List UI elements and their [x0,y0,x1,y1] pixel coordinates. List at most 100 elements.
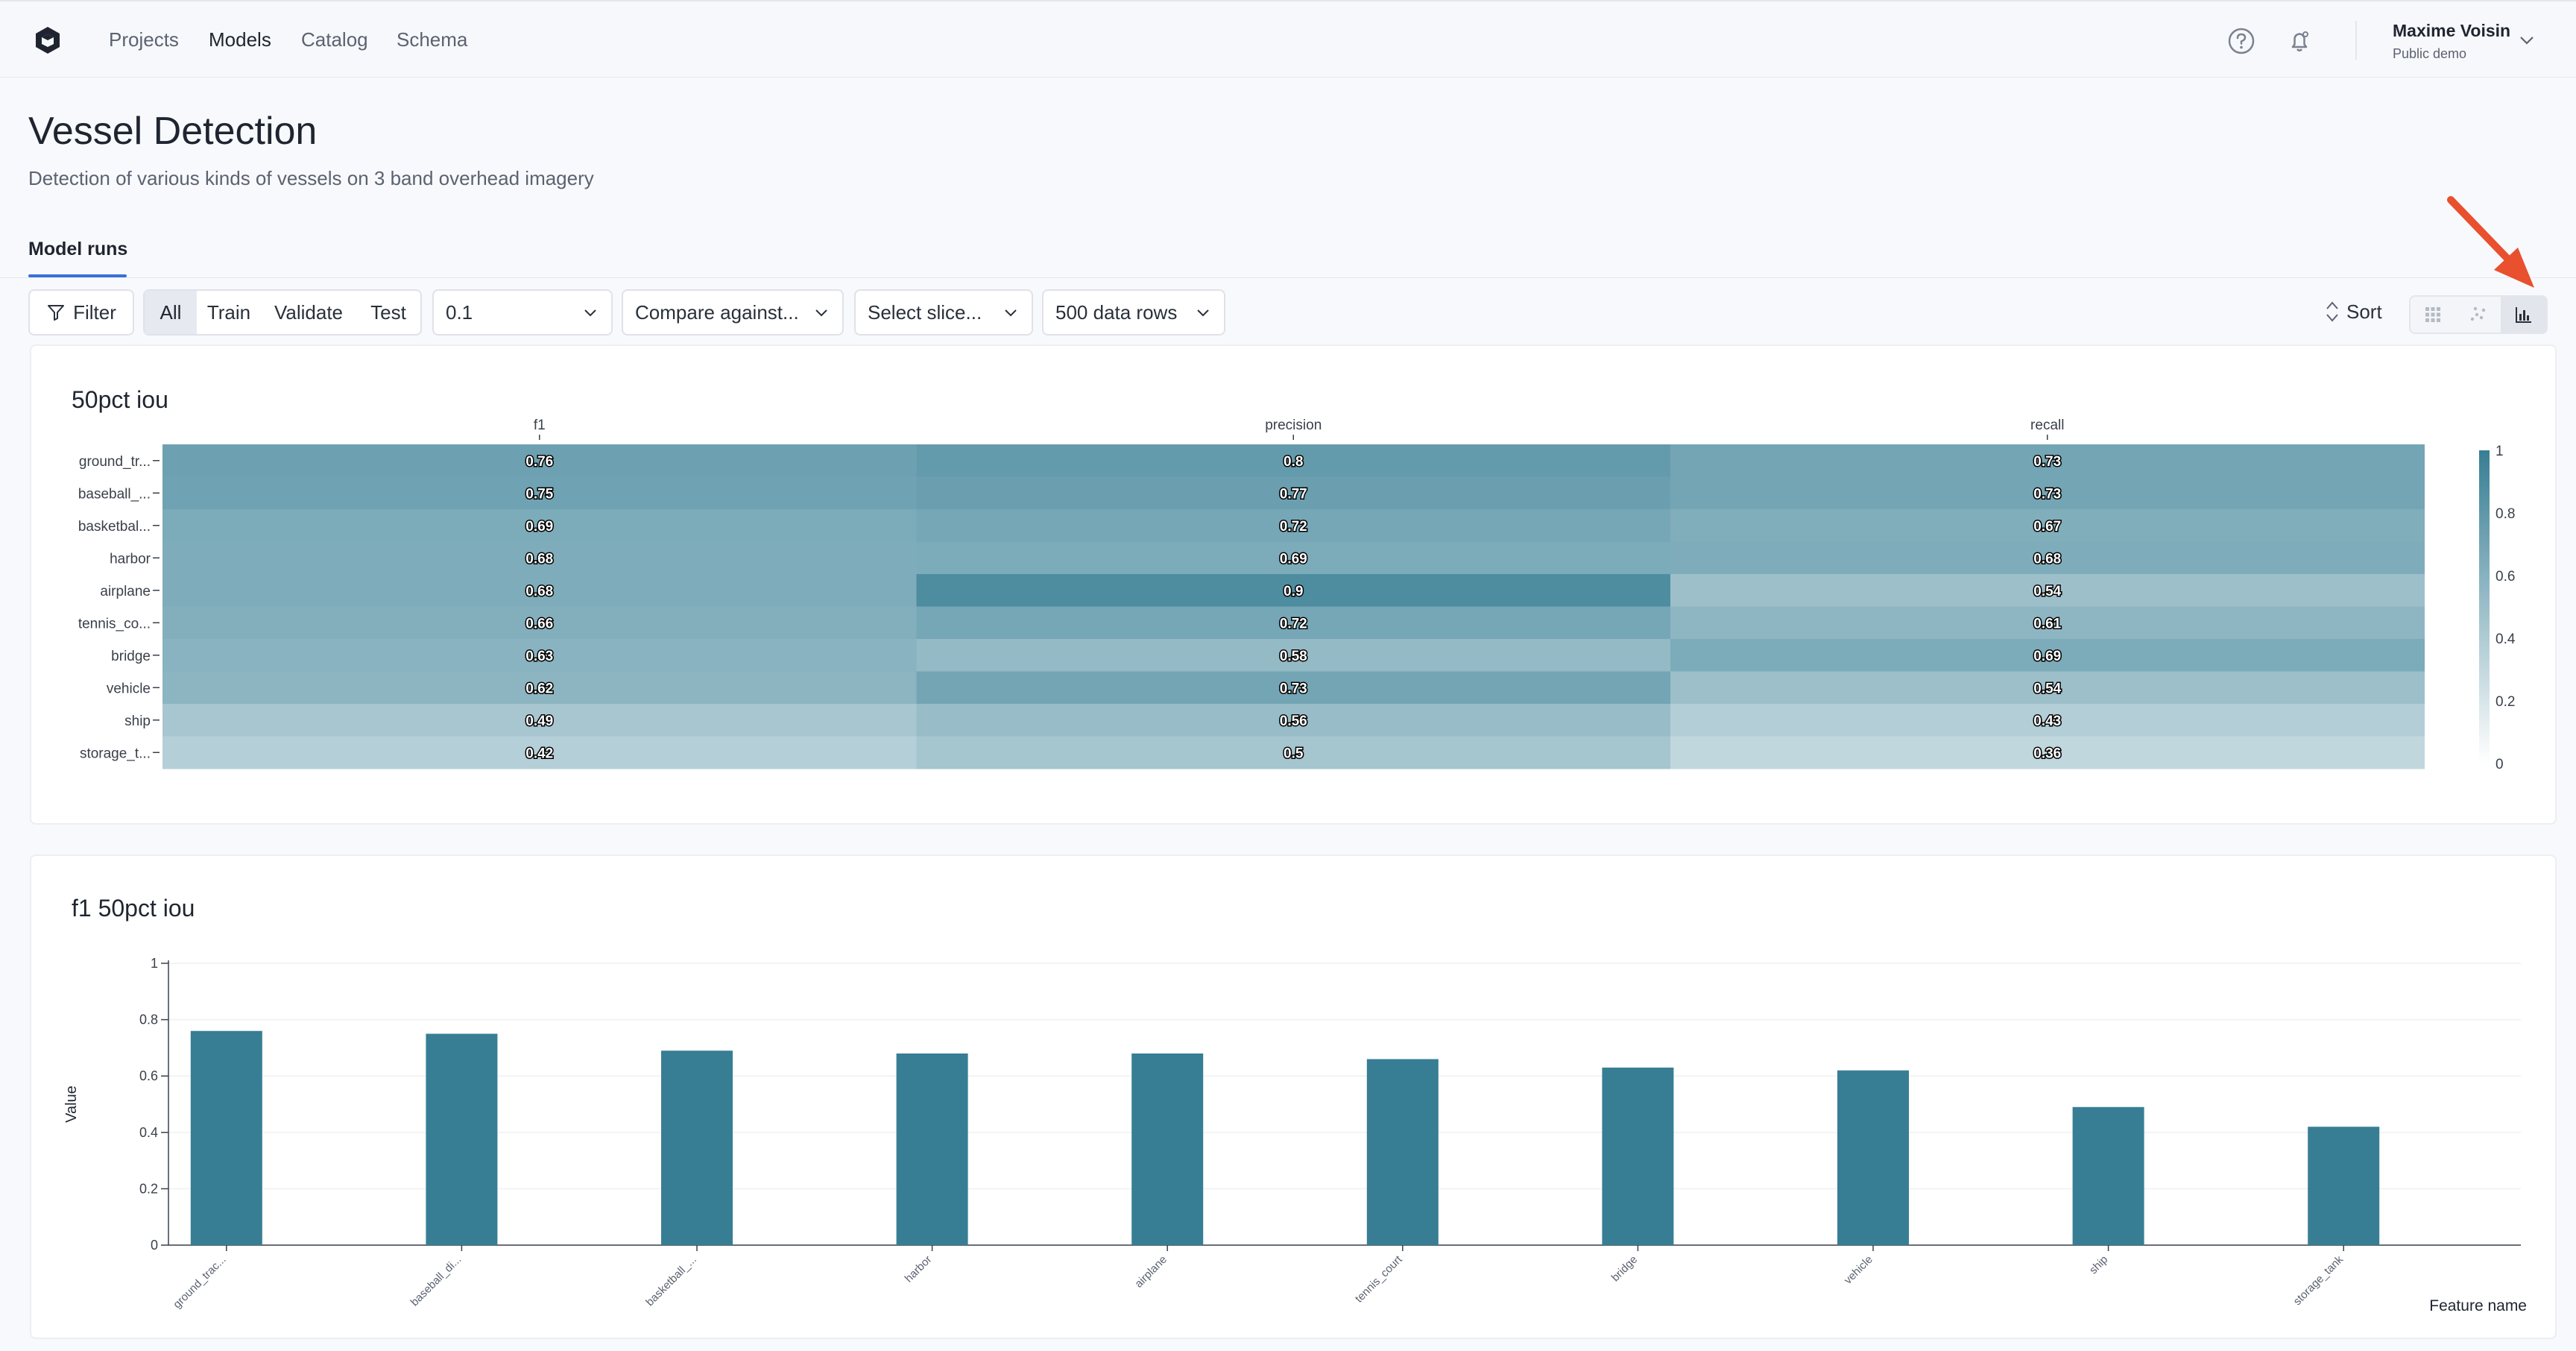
heatmap-cell-value: 0.77 [1280,486,1307,502]
bar-x-tick-label: storage_tank [2291,1253,2346,1308]
heatmap-cell-value: 0.54 [2033,681,2061,696]
nav-link-projects[interactable]: Projects [109,28,179,51]
heatmap-cell-value: 0.69 [525,519,553,535]
heatmap-cell [1670,444,2425,477]
heatmap-cell [1670,606,2425,640]
heatmap-card: 50pct iou f1 precision recall ground_tr... 0… [30,344,2557,825]
heatmap-cell [916,639,1671,672]
nav-link-catalog[interactable]: Catalog [301,28,368,51]
split-train[interactable]: Train [206,300,251,324]
grid-view-button[interactable] [2411,297,2456,333]
heatmap-cell [162,444,917,477]
bar-x-tick-label: tennis_court [1353,1253,1405,1305]
heatmap-row-label: ship [124,714,151,729]
sort-button[interactable]: Sort [2324,300,2382,324]
heatmap-cell-value: 0.72 [1280,616,1307,632]
split-all[interactable]: All [145,291,197,334]
heatmap-cell [916,541,1671,575]
heatmap-cell-value: 0.72 [1280,519,1307,535]
heatmap-cell [162,541,917,575]
bar-x-tick-label: bridge [1609,1253,1641,1285]
colorbar-tick-label: 0.6 [2496,569,2515,585]
compare-select[interactable]: Compare against... [622,289,844,336]
bar-x-tick-label: harbor [903,1253,935,1285]
filter-button[interactable]: Filter [28,289,134,336]
bar [1837,1070,1909,1245]
heatmap-cell-value: 0.8 [1284,454,1303,470]
bar-y-tick-label: 0.8 [139,1013,158,1027]
heatmap-cell-value: 0.58 [1280,649,1307,664]
user-org: Public demo [2393,46,2467,61]
nav-link-schema[interactable]: Schema [397,28,468,51]
heatmap-cell [1670,736,2425,769]
bar [1602,1067,1674,1245]
heatmap-cell [162,704,917,737]
threshold-select[interactable]: 0.1 [432,289,613,336]
bar [1366,1059,1439,1245]
bar-chart-view-icon [2515,307,2531,323]
heatmap-cell [162,476,917,510]
heatmap-cell-value: 0.76 [525,454,553,470]
heatmap-column-label: precision [1265,418,1322,433]
bar [190,1030,262,1245]
notification-bell-icon[interactable] [2285,27,2314,55]
data-rows-select[interactable]: 500 data rows [1042,289,1225,336]
heatmap-cell [1670,476,2425,510]
heatmap-row-label: basketbal... [78,519,151,535]
split-validate[interactable]: Validate [274,300,344,324]
compare-placeholder: Compare against... [635,300,799,324]
tab-divider [0,277,2576,278]
heatmap-cell-value: 0.67 [2033,519,2061,535]
heatmap-title: 50pct iou [72,386,168,413]
bar-y-tick-label: 0.4 [139,1125,158,1140]
chevron-down-icon[interactable] [2518,31,2536,49]
heatmap-cell [162,736,917,769]
colorbar-tick-label: 0 [2496,757,2504,772]
bar [2308,1127,2380,1245]
split-test[interactable]: Test [370,300,406,324]
logo-icon[interactable] [33,25,63,55]
chevron-down-icon [815,309,827,317]
heatmap-cell [162,574,917,607]
heatmap-cell-value: 0.54 [2033,584,2061,599]
heatmap-cell [1670,704,2425,737]
heatmap-cell-value: 0.9 [1284,584,1303,599]
bar [2072,1106,2144,1245]
bar-x-axis-title: Feature name [2429,1297,2527,1314]
grid-view-icon [2425,307,2441,322]
user-name[interactable]: Maxime Voisin [2393,21,2511,40]
help-icon[interactable] [2227,27,2255,55]
heatmap-column-label: f1 [534,418,546,433]
heatmap-cell-value: 0.63 [525,649,553,664]
heatmap-chart: f1 precision recall ground_tr... 0.76 0.8 0.73… [78,418,2516,772]
bar-x-tick-label: basketball_... [643,1253,699,1309]
heatmap-row-label: bridge [111,649,151,664]
heatmap-cell-value: 0.56 [1280,714,1307,729]
heatmap-row-label: ground_tr... [79,454,151,470]
heatmap-cell-value: 0.42 [525,746,553,761]
tab-model-runs[interactable]: Model runs [28,239,128,259]
heatmap-cell-value: 0.73 [2033,486,2061,502]
bar-y-tick-label: 0.6 [139,1068,158,1083]
heatmap-cell-value: 0.69 [1280,551,1307,567]
slice-placeholder: Select slice... [868,300,982,324]
colorbar-tick-label: 0.4 [2496,632,2516,647]
heatmap-cell-value: 0.73 [1280,681,1307,696]
heatmap-row-label: baseball_... [78,486,151,502]
heatmap-cell [1670,509,2425,542]
bar-y-tick-label: 0 [151,1238,158,1253]
heatmap-column-label: recall [2030,418,2064,433]
scatter-view-button[interactable] [2456,297,2501,333]
bar-chart-view-button[interactable] [2501,297,2547,333]
heatmap-cell-value: 0.68 [525,551,553,567]
colorbar [2479,450,2490,763]
slice-select[interactable]: Select slice... [854,289,1033,336]
heatmap-cell-value: 0.69 [2033,649,2061,664]
annotation-arrow-icon [2447,196,2534,288]
split-segmented-control: All Train Validate Test [143,289,422,336]
nav-link-models[interactable]: Models [209,28,271,51]
bar-chart-card: f1 50pct iou 0 0.2 0.4 0.6 0.8 1 ground_trac..… [30,854,2557,1339]
bar-chart-title: f1 50pct iou [72,895,195,922]
heatmap-row-label: harbor [110,551,151,567]
heatmap-row-label: vehicle [107,681,151,696]
